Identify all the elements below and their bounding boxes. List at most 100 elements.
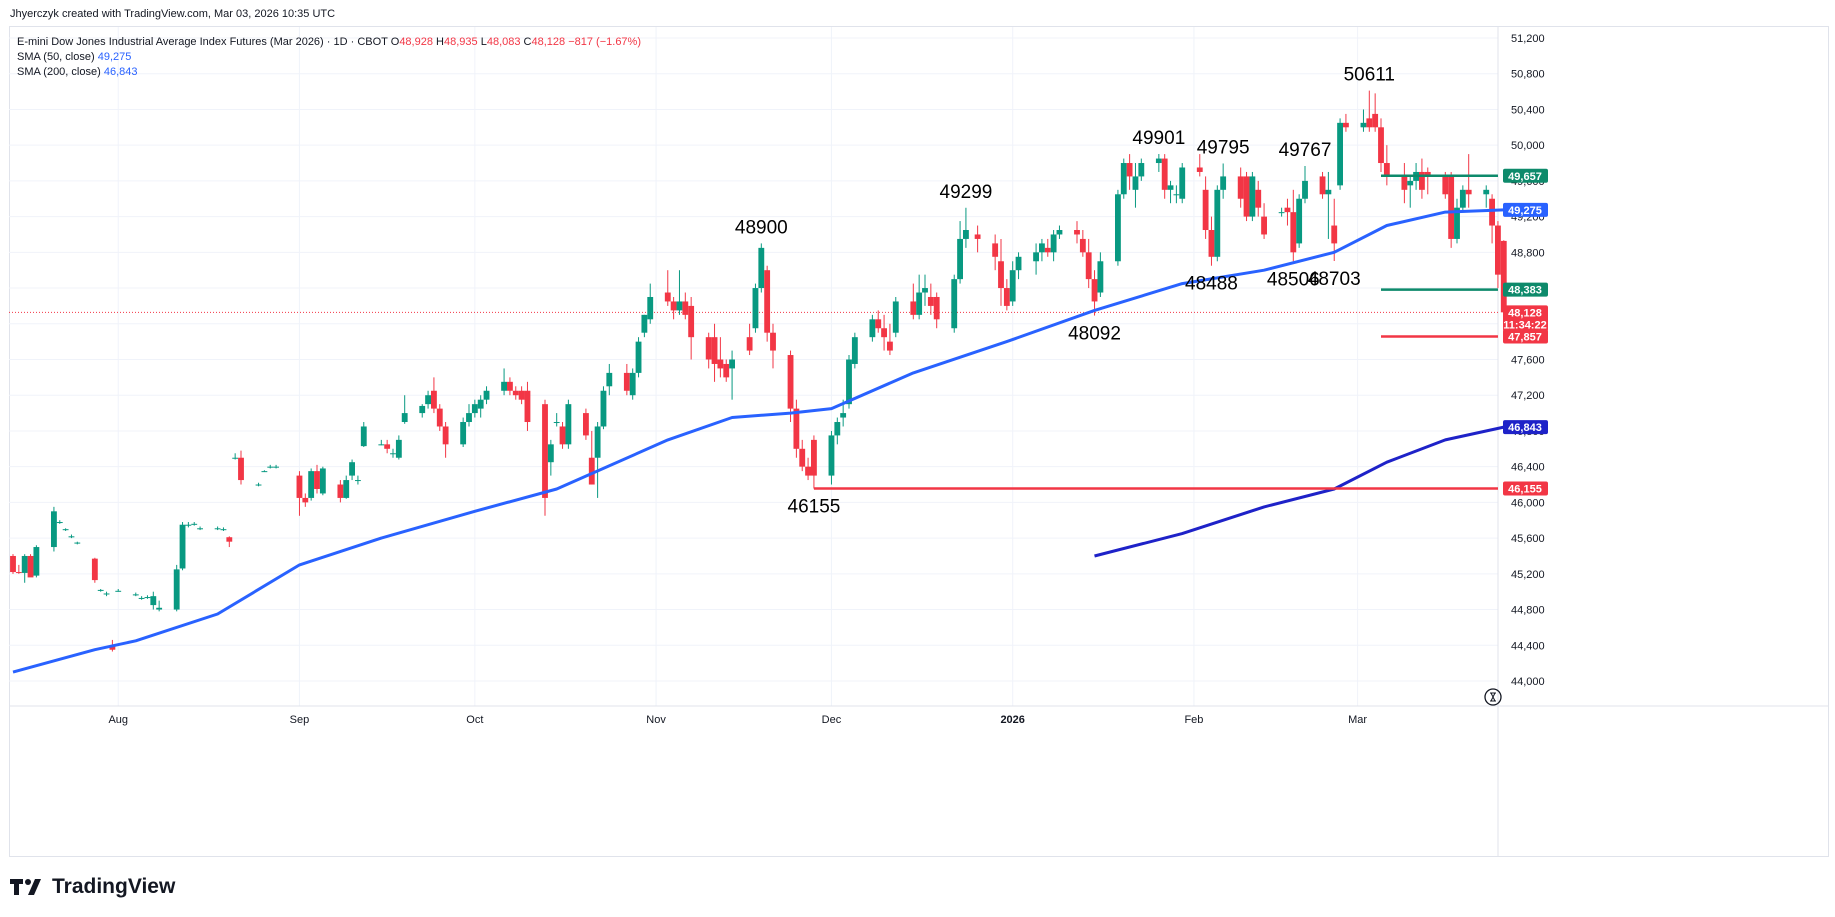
candle-body[interactable] — [957, 238, 963, 280]
candle-body[interactable] — [1039, 243, 1045, 253]
candle-body[interactable] — [1120, 163, 1127, 195]
candle-body[interactable] — [21, 555, 28, 573]
candle-body[interactable] — [27, 555, 34, 578]
candle-body[interactable] — [1495, 225, 1501, 275]
candle-body[interactable] — [1459, 189, 1466, 208]
candle-body[interactable] — [238, 457, 244, 481]
candle-body[interactable] — [1085, 252, 1092, 280]
candle-body[interactable] — [1401, 176, 1408, 190]
candle-body[interactable] — [606, 372, 613, 387]
candle-body[interactable] — [436, 408, 443, 427]
candle-body[interactable] — [887, 341, 893, 351]
candle-body[interactable] — [951, 279, 958, 329]
candle-body[interactable] — [302, 497, 309, 503]
candle-body[interactable] — [963, 230, 969, 239]
candle-body[interactable] — [273, 466, 279, 468]
candle-body[interactable] — [226, 537, 233, 542]
candle-body[interactable] — [974, 234, 981, 239]
candle-body[interactable] — [395, 439, 402, 458]
candle-body[interactable] — [501, 381, 507, 391]
candle-body[interactable] — [1208, 230, 1215, 257]
candle-body[interactable] — [1214, 189, 1221, 257]
candle-body[interactable] — [33, 547, 40, 576]
candle-body[interactable] — [723, 363, 730, 378]
candle-body[interactable] — [51, 511, 57, 548]
legend-sma50-row[interactable]: SMA (50, close) 49,275 — [17, 50, 641, 65]
candle-body[interactable] — [787, 355, 794, 409]
candle-body[interactable] — [1009, 270, 1016, 302]
candle-body[interactable] — [1442, 176, 1449, 195]
candle-body[interactable] — [875, 319, 882, 329]
candle-body[interactable] — [477, 399, 484, 409]
candle-body[interactable] — [547, 444, 554, 463]
candle-body[interactable] — [337, 484, 344, 498]
candle-body[interactable] — [1284, 207, 1291, 213]
candle-body[interactable] — [314, 471, 320, 489]
candle-body[interactable] — [600, 390, 607, 427]
candle-body[interactable] — [185, 524, 192, 526]
candle-body[interactable] — [583, 413, 589, 436]
candle-body[interactable] — [688, 305, 695, 338]
candle-body[interactable] — [173, 569, 180, 610]
candle-body[interactable] — [910, 301, 917, 315]
candle-body[interactable] — [1296, 198, 1303, 244]
candle-body[interactable] — [869, 319, 876, 338]
candle-body[interactable] — [343, 480, 350, 498]
candle-body[interactable] — [1500, 240, 1507, 313]
candle-body[interactable] — [255, 484, 262, 486]
candle-body[interactable] — [892, 301, 899, 333]
candle-body[interactable] — [214, 528, 221, 530]
candle-body[interactable] — [267, 466, 274, 468]
candle-body[interactable] — [1155, 158, 1162, 164]
candle-body[interactable] — [998, 261, 1004, 289]
candle-body[interactable] — [349, 462, 355, 476]
candle-body[interactable] — [1097, 261, 1104, 293]
candle-body[interactable] — [799, 448, 806, 467]
candle-body[interactable] — [764, 270, 771, 333]
candle-body[interactable] — [664, 292, 671, 302]
candle-body[interactable] — [401, 413, 408, 423]
candle-body[interactable] — [676, 301, 683, 311]
candle-body[interactable] — [1079, 238, 1086, 253]
candle-body[interactable] — [512, 390, 519, 396]
candle-body[interactable] — [91, 558, 98, 581]
candle-body[interactable] — [1196, 167, 1203, 172]
candle-body[interactable] — [1337, 122, 1343, 186]
candle-body[interactable] — [442, 426, 449, 445]
candle-body[interactable] — [97, 589, 104, 591]
candle-body[interactable] — [629, 372, 636, 396]
candle-body[interactable] — [933, 296, 940, 320]
candle-body[interactable] — [1138, 163, 1145, 177]
candle-body[interactable] — [922, 288, 928, 293]
candle-body[interactable] — [232, 457, 239, 459]
candle-body[interactable] — [1360, 122, 1367, 128]
candle-body[interactable] — [10, 555, 16, 573]
candle-body[interactable] — [588, 457, 595, 485]
candle-body[interactable] — [1325, 189, 1332, 195]
candle-body[interactable] — [197, 528, 203, 530]
candle-body[interactable] — [1448, 176, 1455, 239]
candle-body[interactable] — [565, 404, 572, 445]
candle-body[interactable] — [1343, 122, 1349, 128]
candle-body[interactable] — [1249, 176, 1256, 217]
candle-body[interactable] — [518, 390, 525, 400]
candle-body[interactable] — [542, 404, 548, 498]
candle-body[interactable] — [1033, 252, 1039, 262]
candle-body[interactable] — [466, 413, 472, 423]
candle-body[interactable] — [559, 426, 566, 445]
candle-body[interactable] — [1378, 127, 1384, 164]
candle-body[interactable] — [378, 444, 385, 446]
candle-body[interactable] — [1126, 163, 1133, 177]
candle-body[interactable] — [431, 390, 437, 409]
candle-body[interactable] — [758, 247, 765, 289]
candle-body[interactable] — [179, 524, 186, 569]
candle-body[interactable] — [1465, 189, 1472, 195]
candle-body[interactable] — [1115, 194, 1121, 262]
candle-body[interactable] — [1167, 185, 1174, 190]
candle-body[interactable] — [1161, 158, 1168, 190]
candle-body[interactable] — [1302, 180, 1308, 199]
candle-body[interactable] — [1132, 176, 1139, 190]
candle-body[interactable] — [851, 337, 858, 364]
candle-body[interactable] — [471, 404, 478, 414]
candle-body[interactable] — [594, 426, 601, 458]
